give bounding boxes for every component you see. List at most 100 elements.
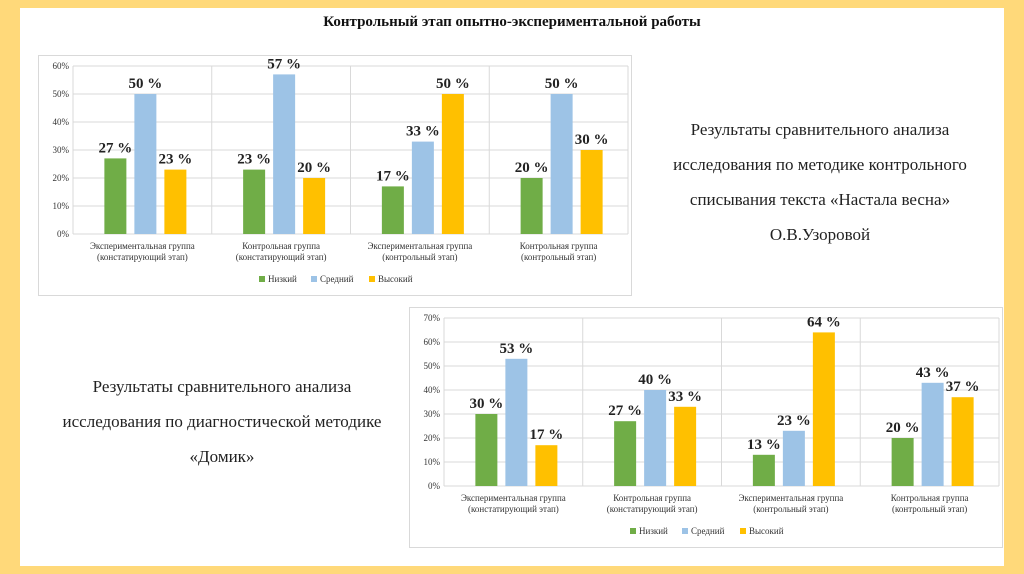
data-label: 23 % bbox=[777, 413, 811, 429]
y-tick-label: 0% bbox=[57, 229, 70, 239]
data-label: 33 % bbox=[668, 389, 702, 405]
y-tick-label: 40% bbox=[53, 117, 70, 127]
chart-domik-results: 0% 10% 20% 30% 40% 50% 60% 70% 30 % 53 % 17 % Экспе… bbox=[409, 307, 1003, 548]
data-label: 50 % bbox=[545, 76, 579, 92]
data-label: 13 % bbox=[747, 437, 781, 453]
caption-line: О.В.Узоровой bbox=[769, 225, 871, 244]
bar-Низкий bbox=[614, 421, 637, 486]
bar-Высокий bbox=[303, 178, 326, 234]
bar-Низкий bbox=[104, 158, 127, 234]
legend-swatch bbox=[311, 276, 317, 282]
data-label: 20 % bbox=[515, 160, 549, 176]
category-label: Контрольная группа bbox=[613, 493, 691, 503]
caption-line: Результаты сравнительного анализа bbox=[690, 120, 950, 139]
bar-Средний bbox=[505, 358, 528, 486]
y-tick-label: 60% bbox=[424, 337, 441, 347]
category-label: (контрольный этап) bbox=[521, 252, 596, 262]
category-label: Экспериментальная группа bbox=[90, 241, 195, 251]
caption-line: исследования по диагностической методике bbox=[62, 412, 382, 431]
y-tick-label: 50% bbox=[53, 89, 70, 99]
category-label: Экспериментальная группа bbox=[367, 241, 472, 251]
data-label: 17 % bbox=[530, 427, 564, 443]
y-tick-label: 40% bbox=[424, 385, 441, 395]
category-label: Контрольная группа bbox=[242, 241, 320, 251]
data-label: 27 % bbox=[608, 403, 642, 419]
legend-swatch bbox=[682, 528, 688, 534]
legend-label: Средний bbox=[691, 526, 725, 536]
chart-svg: 0% 10% 20% 30% 40% 50% 60% 70% 30 % 53 % 17 % Экспе… bbox=[424, 313, 1000, 536]
y-tick-label: 10% bbox=[53, 201, 70, 211]
data-label: 50 % bbox=[129, 76, 163, 92]
data-label: 33 % bbox=[406, 124, 440, 140]
caption-line: Результаты сравнительного анализа bbox=[92, 377, 352, 396]
data-label: 37 % bbox=[946, 379, 980, 395]
data-label: 27 % bbox=[99, 140, 133, 156]
bar-Высокий bbox=[812, 332, 835, 486]
slide-title: Контрольный этап опытно-экспериментально… bbox=[323, 14, 701, 30]
legend-label: Высокий bbox=[749, 526, 784, 536]
data-label: 57 % bbox=[267, 56, 301, 72]
caption-line: исследования по методике контрольного bbox=[673, 155, 967, 174]
bar-Низкий bbox=[243, 169, 266, 234]
data-label: 30 % bbox=[575, 132, 609, 148]
legend-label: Низкий bbox=[639, 526, 668, 536]
bar-Средний bbox=[921, 382, 944, 486]
chart-spelling-results: 0% 10% 20% 30% 40% 50% 60% 27 % 50 % 23 % Эксперим… bbox=[38, 55, 632, 296]
bar-Средний bbox=[134, 94, 157, 234]
data-label: 64 % bbox=[807, 314, 841, 330]
bar-Высокий bbox=[535, 445, 558, 486]
bar-Средний bbox=[411, 141, 434, 234]
category-label: Экспериментальная группа bbox=[738, 493, 843, 503]
y-tick-label: 70% bbox=[424, 313, 441, 323]
y-tick-label: 0% bbox=[428, 481, 441, 491]
category-label: (констатирующий этап) bbox=[607, 504, 698, 514]
y-tick-label: 60% bbox=[53, 61, 70, 71]
legend-label: Низкий bbox=[268, 274, 297, 284]
bar-Высокий bbox=[674, 406, 697, 486]
y-tick-label: 30% bbox=[424, 409, 441, 419]
caption-line: списывания текста «Настала весна» bbox=[689, 190, 951, 209]
legend-swatch bbox=[630, 528, 636, 534]
bar-Низкий bbox=[381, 186, 404, 234]
category-label: Экспериментальная группа bbox=[461, 493, 566, 503]
y-tick-label: 20% bbox=[424, 433, 441, 443]
category-label: (контрольный этап) bbox=[382, 252, 457, 262]
legend-label: Средний bbox=[320, 274, 354, 284]
bar-Средний bbox=[273, 74, 296, 235]
caption-line: «Домик» bbox=[189, 447, 255, 466]
bar-Низкий bbox=[891, 438, 914, 486]
category-label: (констатирующий этап) bbox=[468, 504, 559, 514]
data-label: 43 % bbox=[916, 365, 950, 381]
category-label: (констатирующий этап) bbox=[97, 252, 188, 262]
category-label: Контрольная группа bbox=[520, 241, 598, 251]
category-label: Контрольная группа bbox=[891, 493, 969, 503]
data-label: 53 % bbox=[500, 341, 534, 357]
bar-Высокий bbox=[580, 150, 603, 234]
legend-label: Высокий bbox=[378, 274, 413, 284]
data-label: 30 % bbox=[470, 396, 504, 412]
bar-Низкий bbox=[475, 414, 498, 486]
bar-Низкий bbox=[752, 454, 775, 486]
bar-Высокий bbox=[164, 169, 187, 234]
bar-Средний bbox=[550, 94, 573, 234]
legend-swatch bbox=[259, 276, 265, 282]
data-label: 17 % bbox=[376, 168, 410, 184]
data-label: 50 % bbox=[436, 76, 470, 92]
caption-domik: Результаты сравнительного анализа исслед… bbox=[22, 369, 422, 474]
y-tick-label: 10% bbox=[424, 457, 441, 467]
y-tick-label: 50% bbox=[424, 361, 441, 371]
bar-Средний bbox=[782, 430, 805, 486]
category-label: (констатирующий этап) bbox=[236, 252, 327, 262]
category-label: (контрольный этап) bbox=[753, 504, 828, 514]
y-tick-label: 30% bbox=[53, 145, 70, 155]
legend-swatch bbox=[740, 528, 746, 534]
bar-Высокий bbox=[441, 94, 464, 234]
data-label: 20 % bbox=[886, 420, 920, 436]
bar-Низкий bbox=[520, 178, 543, 234]
y-tick-label: 20% bbox=[53, 173, 70, 183]
category-label: (контрольный этап) bbox=[892, 504, 967, 514]
data-label: 23 % bbox=[159, 152, 193, 168]
bar-Средний bbox=[644, 390, 667, 486]
legend-swatch bbox=[369, 276, 375, 282]
data-label: 20 % bbox=[297, 160, 331, 176]
